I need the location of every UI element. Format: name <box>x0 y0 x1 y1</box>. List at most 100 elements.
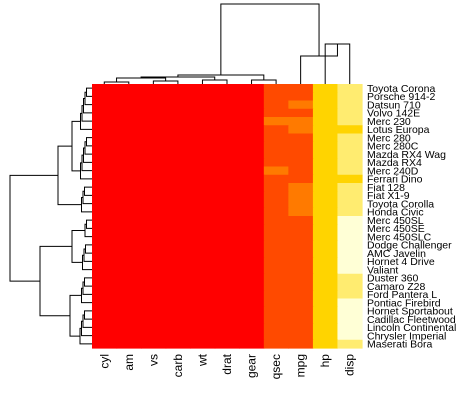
heatmap-cell <box>312 240 339 250</box>
heatmap-cell <box>263 125 289 135</box>
dendrogram-link <box>152 80 179 84</box>
heatmap-cell <box>337 298 363 308</box>
heatmap-cell <box>214 339 240 349</box>
heatmap-cell <box>239 141 265 151</box>
heatmap-cell <box>288 117 314 126</box>
heatmap-cell <box>214 141 240 151</box>
heatmap-cell <box>116 257 142 267</box>
heatmap-cell <box>263 306 289 316</box>
heatmap-cell <box>190 166 216 176</box>
heatmap-cell <box>190 339 216 349</box>
heatmap-cell <box>141 232 167 242</box>
heatmap-cell <box>214 315 240 324</box>
heatmap-cell <box>92 141 118 151</box>
heatmap-cell <box>337 108 363 118</box>
heatmap-cell <box>165 315 191 324</box>
heatmap-cell <box>165 199 191 209</box>
row-label: Lotus Europa <box>367 124 430 136</box>
row-label: AMC Javelin <box>367 248 426 260</box>
heatmap-cell <box>337 290 363 300</box>
heatmap-cell <box>116 331 142 341</box>
heatmap-cell <box>239 240 265 250</box>
heatmap-cell <box>312 249 339 258</box>
dendrogram-link <box>39 245 72 317</box>
heatmap-cell <box>190 100 216 110</box>
heatmap-cell <box>337 84 363 93</box>
heatmap-cell <box>116 92 142 102</box>
heatmap-cell <box>337 207 363 217</box>
heatmap-cell <box>214 174 240 184</box>
heatmap-cell <box>337 174 363 184</box>
heatmap-cell <box>312 207 339 217</box>
heatmap-cell <box>190 224 216 234</box>
heatmap-cell <box>312 166 339 176</box>
heatmap-cell <box>337 323 363 333</box>
heatmap-cell <box>214 166 240 176</box>
heatmap-cell <box>288 150 314 159</box>
heatmap-cell <box>263 240 289 250</box>
heatmap-cell <box>165 108 191 118</box>
heatmap-cell <box>92 100 118 110</box>
heatmap-cell <box>190 265 216 275</box>
heatmap-cell <box>141 339 167 349</box>
heatmap-cell <box>165 249 191 258</box>
heatmap-cell <box>288 141 314 151</box>
heatmap-cell <box>165 183 191 192</box>
heatmap-cell <box>312 298 339 308</box>
heatmap-cell <box>116 133 142 143</box>
column-label: mpg <box>294 354 308 377</box>
row-label: Hornet 4 Drive <box>367 256 435 268</box>
heatmap-cell <box>312 331 339 341</box>
heatmap-cell <box>288 249 314 258</box>
heatmap-cell <box>214 183 240 192</box>
heatmap-cell <box>214 265 240 275</box>
heatmap-cell <box>165 240 191 250</box>
heatmap-cell <box>239 290 265 300</box>
heatmap-cell <box>141 141 167 151</box>
heatmap-cell <box>190 240 216 250</box>
heatmap-cell <box>239 306 265 316</box>
heatmap-cell <box>92 92 118 102</box>
heatmap-cell <box>312 339 339 349</box>
heatmap-cell <box>239 183 265 192</box>
heatmap-cell <box>141 199 167 209</box>
heatmap-cell <box>165 166 191 176</box>
heatmap-cell <box>288 298 314 308</box>
heatmap-cell <box>312 199 339 209</box>
heatmap-cell <box>116 100 142 110</box>
heatmap-cell <box>337 183 363 192</box>
heatmap-cell <box>190 92 216 102</box>
heatmap-cell <box>288 199 314 209</box>
heatmap-cell <box>214 92 240 102</box>
heatmap-cell <box>141 100 167 110</box>
dendrogram-link <box>71 120 81 172</box>
heatmap-cell <box>116 249 142 258</box>
heatmap-cell <box>288 84 314 93</box>
heatmap-cell <box>165 339 191 349</box>
heatmap-cell <box>190 306 216 316</box>
heatmap-cell <box>116 207 142 217</box>
heatmap-cell <box>141 257 167 267</box>
heatmap-cell <box>165 100 191 110</box>
heatmap-cell <box>214 273 240 283</box>
heatmap-cell <box>141 125 167 135</box>
heatmap-cell <box>190 257 216 267</box>
heatmap-cell <box>214 125 240 135</box>
heatmap-cell <box>92 240 118 250</box>
heatmap-cell <box>92 207 118 217</box>
heatmap-cell <box>165 191 191 201</box>
heatmap-cell <box>116 224 142 234</box>
heatmap-cell <box>141 265 167 275</box>
heatmap-cell <box>165 158 191 168</box>
heatmap-cell <box>239 117 265 126</box>
heatmap-cell <box>312 100 339 110</box>
heatmap-cell <box>239 216 265 225</box>
heatmap-cell <box>190 133 216 143</box>
heatmap-cell <box>239 92 265 102</box>
heatmap-cell <box>337 166 363 176</box>
dendrogram-link <box>220 3 320 75</box>
heatmap-cell <box>190 207 216 217</box>
heatmap-cell <box>263 141 289 151</box>
heatmap-cell <box>337 331 363 341</box>
dendrogram-link <box>251 79 277 84</box>
